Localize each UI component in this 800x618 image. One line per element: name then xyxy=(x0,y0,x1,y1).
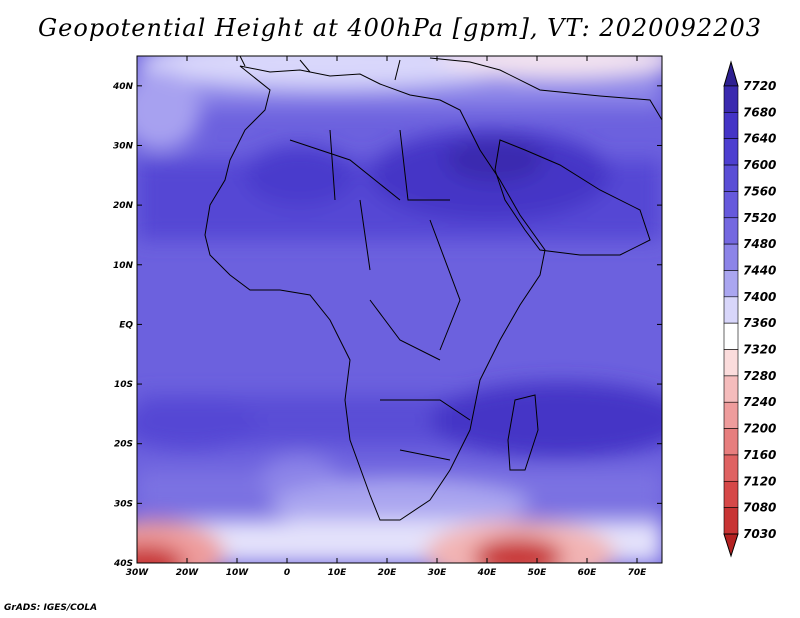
colorbar-label: 7080 xyxy=(743,501,776,515)
colorbar-swatch xyxy=(723,112,739,140)
colorbar-swatch xyxy=(723,454,739,482)
colorbar-label: 7400 xyxy=(743,290,776,304)
lat-tick-label: 10N xyxy=(113,261,134,271)
colorbar-swatch xyxy=(723,480,739,508)
colorbar-bottom-arrow xyxy=(723,533,739,558)
colorbar-label: 7560 xyxy=(743,184,776,198)
colorbar-label: 7320 xyxy=(743,343,776,357)
colorbar-label: 7640 xyxy=(743,132,776,146)
plot-frame xyxy=(136,55,663,564)
colorbar: 7720 7680 7640 7600 7560 7520 7480 7440 7400 7360… xyxy=(723,60,776,558)
colorbar-label: 7030 xyxy=(743,527,776,541)
lon-tick-label: 0 xyxy=(284,568,290,578)
lon-tick-label: 30E xyxy=(428,568,448,578)
colorbar-label: 7200 xyxy=(743,422,776,436)
lat-tick-label: 40N xyxy=(112,82,134,92)
colorbar-top-arrow xyxy=(723,60,739,87)
map-title: Geopotential Height at 400hPa [gpm], VT:… xyxy=(38,14,762,42)
colorbar-swatch xyxy=(723,217,739,245)
colorbar-swatch xyxy=(723,322,739,350)
colorbar-label: 7160 xyxy=(743,448,776,462)
lon-tick-label: 40E xyxy=(477,568,498,578)
lat-tick-label: 30S xyxy=(114,499,133,509)
colorbar-label: 7360 xyxy=(743,316,776,330)
lon-tick-label: 60E xyxy=(578,568,598,578)
colorbar-label: 7440 xyxy=(743,263,776,277)
credit-label: GrADS: IGES/COLA xyxy=(4,603,98,613)
colorbar-swatch xyxy=(723,375,739,403)
lon-tick-label: 20W xyxy=(176,568,200,578)
colorbar-label: 7680 xyxy=(743,105,776,119)
height-field xyxy=(137,56,662,563)
lon-tick-label: 30W xyxy=(126,568,150,578)
lat-tick-label: 20N xyxy=(113,201,134,211)
lat-tick-label: 40S xyxy=(113,559,133,569)
colorbar-swatch xyxy=(723,296,739,324)
colorbar-label: 7600 xyxy=(743,158,776,172)
colorbar-swatch xyxy=(723,401,739,429)
colorbar-label: 7720 xyxy=(743,79,776,93)
lon-tick-label: 10W xyxy=(226,568,250,578)
colorbar-swatch xyxy=(723,428,739,456)
lon-tick-label: 50E xyxy=(528,568,548,578)
lon-tick-label: 10E xyxy=(328,568,348,578)
colorbar-label: 7280 xyxy=(743,369,776,383)
colorbar-label: 7120 xyxy=(743,474,776,488)
lat-tick-label: 10S xyxy=(114,380,133,390)
colorbar-swatch xyxy=(723,270,739,298)
lat-tick-label: 20S xyxy=(114,440,133,450)
colorbar-swatch xyxy=(723,191,739,219)
lat-tick-label: EQ xyxy=(119,320,133,330)
lon-tick-label: 70E xyxy=(628,568,648,578)
colorbar-swatch xyxy=(723,164,739,192)
colorbar-swatch xyxy=(723,138,739,166)
coastline xyxy=(204,56,662,521)
lat-tick-label: 30N xyxy=(113,141,134,151)
colorbar-swatch xyxy=(723,85,739,113)
lon-tick-label: 20E xyxy=(378,568,398,578)
colorbar-label: 7520 xyxy=(743,211,776,225)
colorbar-label: 7240 xyxy=(743,395,776,409)
colorbar-swatch xyxy=(723,243,739,271)
colorbar-swatch xyxy=(723,507,739,535)
colorbar-label: 7480 xyxy=(743,237,776,251)
colorbar-swatch xyxy=(723,349,739,377)
